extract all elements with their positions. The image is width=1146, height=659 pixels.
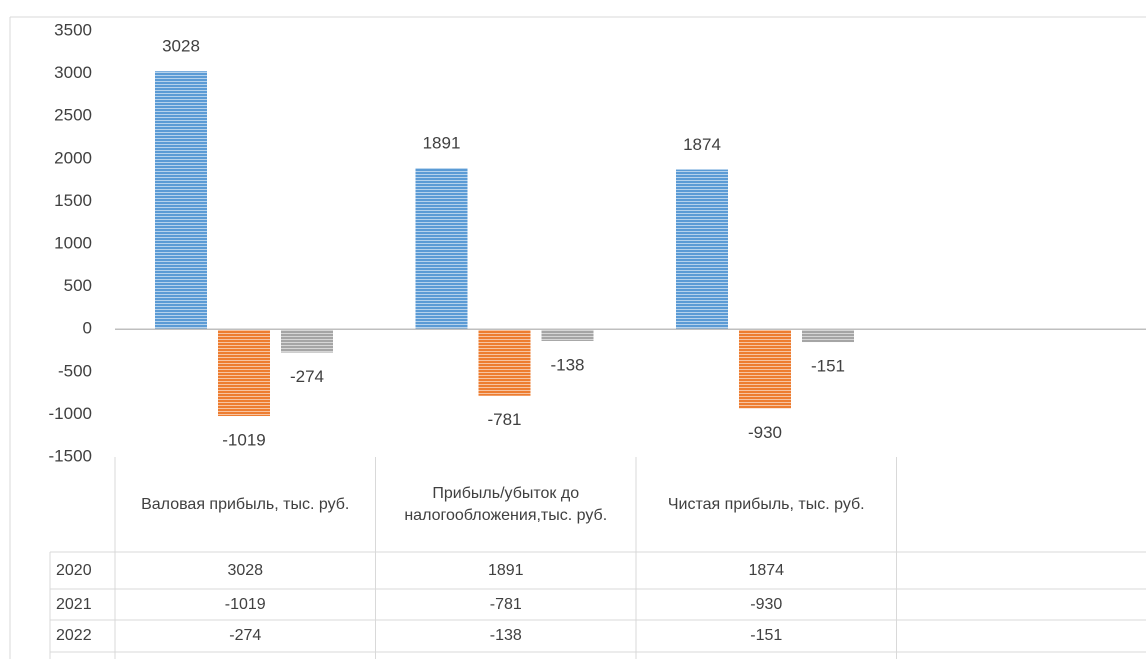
category-label: Прибыль/убыток до налогообложения,тыс. р… [404, 484, 608, 524]
data-label: -1019 [222, 431, 265, 450]
data-label: -781 [487, 410, 521, 429]
data-label: -151 [811, 357, 845, 376]
y-tick-label: -1000 [49, 404, 92, 423]
bar [478, 329, 531, 396]
bar [218, 329, 270, 417]
bar [676, 169, 728, 330]
y-tick-label: 2000 [54, 148, 92, 167]
bar [415, 168, 468, 330]
category-label: Валовая прибыль, тыс. руб. [141, 495, 350, 513]
bar [739, 329, 791, 409]
table-value: -151 [750, 627, 783, 644]
bar [155, 71, 207, 330]
y-tick-label: 1500 [54, 191, 92, 210]
legend-label: 2021 [56, 595, 92, 613]
data-label: -274 [290, 367, 324, 386]
category-label: Чистая прибыль, тыс. руб. [667, 495, 865, 513]
y-tick-label: 3500 [54, 20, 92, 39]
table-value: -930 [750, 595, 783, 613]
y-tick-label: 0 [83, 319, 92, 338]
table-value: -138 [489, 627, 522, 644]
bar [281, 329, 333, 353]
data-label: 3028 [162, 37, 200, 56]
table-value: -274 [229, 627, 262, 644]
y-tick-label: 500 [64, 276, 92, 295]
table-value: 3028 [227, 561, 264, 579]
data-label: 1874 [683, 135, 721, 154]
table-value: 1874 [748, 561, 785, 579]
table-value: -781 [489, 595, 522, 613]
y-tick-label: -500 [58, 361, 92, 380]
bar [802, 329, 854, 343]
table-value: -1019 [224, 595, 266, 613]
y-tick-label: 1000 [54, 233, 92, 252]
data-label: -930 [748, 423, 782, 442]
table-value: 1891 [487, 561, 524, 579]
y-tick-label: -1500 [49, 446, 92, 465]
y-tick-label: 2500 [54, 106, 92, 125]
legend-label: 2022 [56, 627, 92, 644]
data-label: 1891 [423, 134, 461, 153]
bar [541, 329, 594, 341]
y-tick-label: 3000 [54, 63, 92, 82]
legend-label: 2020 [56, 561, 92, 579]
data-label: -138 [550, 355, 584, 374]
